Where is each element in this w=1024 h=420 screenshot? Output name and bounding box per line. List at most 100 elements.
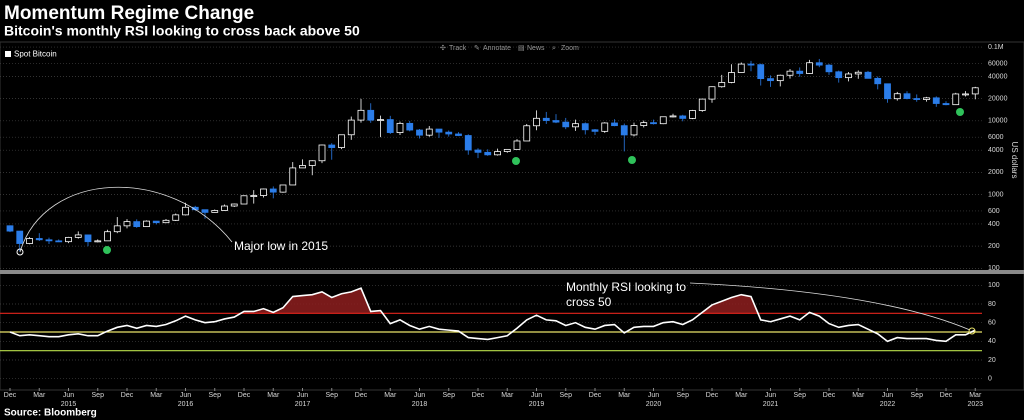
candle-body	[669, 115, 677, 118]
candle-body	[455, 133, 462, 136]
x-tick-label: Mar	[267, 392, 280, 399]
candle-body	[221, 205, 228, 211]
x-tick-label: Dec	[940, 392, 953, 399]
x-year-label: 2021	[763, 401, 779, 408]
rsi-line	[9, 287, 976, 343]
x-tick-label: Mar	[969, 392, 982, 399]
x-year-label: 2017	[295, 401, 311, 408]
candle-body	[640, 122, 648, 126]
x-tick-label: Dec	[238, 392, 251, 399]
candle-body	[45, 239, 53, 242]
candle-body	[386, 119, 394, 133]
candle-body	[913, 98, 921, 100]
y-tick-label: 100	[988, 265, 1000, 272]
signal-icon	[956, 108, 964, 116]
toolbar-button[interactable]: Zoom	[561, 45, 579, 52]
candle-body	[884, 83, 891, 100]
y-tick-label: 600	[988, 208, 1000, 215]
candle-body	[162, 219, 170, 224]
y-tick-label: 60	[988, 320, 996, 327]
candle-body	[737, 63, 745, 73]
x-tick-label: Sep	[92, 392, 105, 399]
candle-body	[533, 117, 540, 127]
candle-body	[923, 97, 930, 100]
candle-body	[6, 225, 14, 232]
candle-body	[728, 72, 735, 83]
x-tick-label: Sep	[794, 392, 807, 399]
x-year-label: 2023	[967, 401, 983, 408]
candle-body	[464, 135, 472, 151]
candle-body	[35, 238, 43, 241]
candle-body	[494, 151, 501, 156]
candle-body	[357, 109, 365, 121]
candle-body	[932, 97, 940, 104]
candle-body	[425, 128, 433, 136]
candle-body	[659, 116, 667, 125]
toolbar: ✣ Track ✎ Annotate ▤ News ⌕ Zoom	[440, 44, 579, 52]
candle-body	[445, 131, 453, 135]
candle-body	[698, 98, 706, 111]
x-year-label: 2019	[529, 401, 545, 408]
candle-body	[484, 151, 492, 156]
x-tick-label: Dec	[472, 392, 485, 399]
candle-body	[562, 121, 570, 128]
candle-body	[835, 71, 843, 79]
x-tick-label: Mar	[852, 392, 865, 399]
y-tick-label: 80	[988, 301, 996, 308]
legend-label: Spot Bitcoin	[14, 50, 57, 59]
candle-body	[776, 74, 784, 82]
candle-body	[201, 209, 209, 213]
candle-body	[65, 236, 72, 243]
candle-body	[542, 117, 550, 121]
candle-body	[182, 206, 189, 216]
candle-body	[952, 93, 960, 106]
annotation-text: Major low in 2015	[234, 239, 328, 253]
candle-body	[143, 220, 150, 228]
x-year-label: 2016	[178, 401, 194, 408]
toolbar-button[interactable]: News	[527, 45, 545, 52]
candle-body	[620, 125, 628, 136]
candle-body	[328, 144, 336, 148]
y-tick-label: 6000	[988, 134, 1004, 141]
y-tick-label: 20000	[988, 95, 1008, 102]
candle-body	[864, 71, 872, 79]
x-tick-label: Jun	[63, 392, 74, 399]
candle-body	[581, 123, 589, 131]
toolbar-icon: ✣	[440, 44, 446, 52]
y-tick-label: 4000	[988, 147, 1004, 154]
x-tick-label: Mar	[33, 392, 46, 399]
x-tick-label: Dec	[355, 392, 368, 399]
candle-body	[289, 167, 297, 186]
candle-body	[74, 234, 82, 238]
toolbar-button[interactable]: Annotate	[483, 45, 511, 52]
candle-body	[94, 240, 102, 243]
candle-body	[474, 149, 482, 153]
candle-body	[718, 82, 726, 88]
candle-body	[377, 119, 384, 121]
y-tick-label: 20	[988, 357, 996, 364]
candle-body	[279, 184, 287, 193]
candle-body	[874, 77, 882, 85]
candle-body	[84, 234, 92, 243]
candle-body	[113, 225, 121, 233]
toolbar-icon: ⌕	[552, 45, 556, 52]
x-tick-label: Mar	[150, 392, 163, 399]
x-tick-label: Mar	[501, 392, 514, 399]
x-tick-label: Sep	[209, 392, 222, 399]
x-tick-label: Mar	[384, 392, 397, 399]
candle-body	[123, 221, 131, 227]
candle-body	[611, 122, 618, 127]
panel-divider	[0, 270, 1024, 274]
plot-frame	[0, 41, 1024, 391]
x-year-label: 2015	[61, 401, 77, 408]
toolbar-button[interactable]: Track	[449, 45, 467, 52]
chart-subtitle: Bitcoin's monthly RSI looking to cross b…	[4, 23, 360, 39]
candle-body	[601, 122, 609, 132]
y-tick-label: 2000	[988, 169, 1004, 176]
candle-body	[133, 221, 141, 228]
x-tick-label: Jun	[414, 392, 425, 399]
candle-body	[854, 71, 862, 75]
candle-body	[503, 148, 511, 152]
candle-body	[767, 78, 774, 82]
